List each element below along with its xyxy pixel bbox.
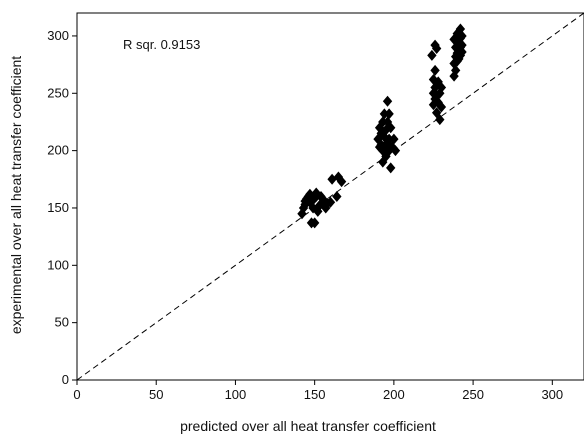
- scatter-point: [436, 82, 447, 94]
- x-axis: 0 50 100 150 200 250 300: [73, 380, 563, 402]
- reference-line: [76, 12, 584, 381]
- scatter-point: [384, 108, 394, 120]
- x-tick-label: 200: [383, 387, 405, 402]
- y-tick-label: 300: [47, 28, 69, 43]
- scatter-point: [378, 156, 388, 168]
- x-tick-label: 300: [541, 387, 563, 402]
- scatter-point: [384, 133, 394, 145]
- scatter-point: [386, 162, 396, 174]
- scatter-point: [382, 95, 393, 107]
- scatter-point: [449, 33, 459, 45]
- y-tick-label: 150: [47, 200, 69, 215]
- scatter-point: [309, 217, 320, 229]
- x-tick-label: 0: [73, 387, 80, 402]
- y-tick-label: 0: [62, 372, 69, 387]
- scatter-point: [379, 131, 390, 143]
- scatter-point: [430, 64, 440, 76]
- plot-area: [76, 12, 584, 381]
- scatter-point: [455, 23, 466, 35]
- x-tick-label: 250: [462, 387, 484, 402]
- scatter-point: [431, 43, 442, 55]
- data-points: [297, 23, 467, 229]
- scatter-point: [325, 196, 336, 208]
- scatter-point: [332, 191, 342, 202]
- y-tick-label: 50: [55, 315, 69, 330]
- scatter-point: [450, 41, 461, 53]
- scatter-point: [433, 76, 443, 88]
- scatter-point: [390, 145, 401, 157]
- scatter-point: [457, 39, 467, 51]
- scatter-point: [379, 108, 390, 120]
- y-tick-label: 250: [47, 85, 69, 100]
- scatter-point: [457, 30, 467, 42]
- scatter-point: [308, 194, 318, 206]
- x-tick-label: 150: [304, 387, 326, 402]
- scatter-point: [389, 133, 399, 145]
- scatter-point: [450, 64, 461, 76]
- x-tick-label: 50: [149, 387, 163, 402]
- scatter-point: [386, 122, 396, 134]
- scatter-point: [433, 96, 443, 108]
- y-axis-title: experimental over all heat transfer coef…: [8, 56, 24, 334]
- y-tick-label: 200: [47, 143, 69, 158]
- r-squared-annotation: R sqr. 0.9153: [123, 37, 200, 52]
- scatter-point: [308, 202, 318, 214]
- y-axis: 0 50 100 150 200 250 300: [47, 28, 77, 387]
- scatter-point: [457, 46, 467, 58]
- scatter-point: [436, 101, 447, 113]
- scatter-point: [449, 70, 459, 82]
- scatter-point: [314, 200, 325, 212]
- scatter-point: [336, 176, 347, 188]
- scatter-point: [387, 141, 397, 153]
- scatter-point: [435, 87, 445, 99]
- scatter-point: [449, 57, 459, 69]
- scatter-point: [378, 116, 388, 128]
- y-tick-label: 100: [47, 257, 69, 272]
- scatter-point: [378, 145, 388, 157]
- x-tick-label: 100: [225, 387, 247, 402]
- scatter-point: [435, 114, 445, 126]
- scatter-point: [427, 49, 437, 61]
- x-axis-title: predicted over all heat transfer coeffic…: [180, 418, 436, 434]
